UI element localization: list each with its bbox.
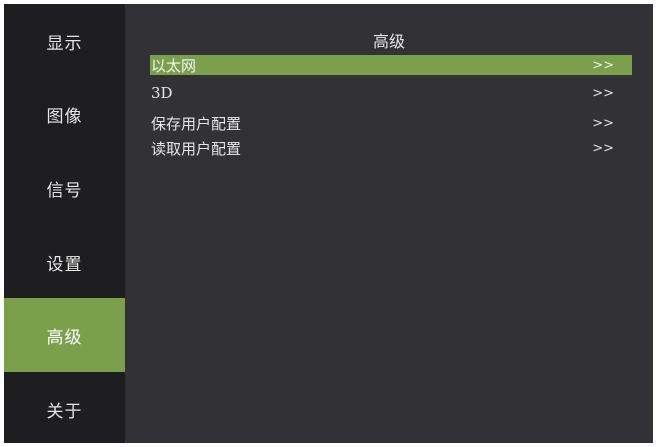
sidebar-item-label: 高级 — [46, 327, 83, 348]
osd-menu-window: 显示 图像 信号 设置 高级 关于 高级 以太网 >> 3D >> 保存用户配置… — [4, 4, 653, 443]
advanced-panel: 高级 以太网 >> 3D >> 保存用户配置 >> 读取用户配置 >> — [125, 4, 653, 443]
chevron-right-icon: >> — [592, 85, 614, 101]
menu-item-ethernet[interactable]: 以太网 >> — [150, 55, 632, 75]
menu-item-save-user-config[interactable]: 保存用户配置 >> — [150, 113, 632, 133]
menu-item-label: 读取用户配置 — [151, 139, 242, 158]
sidebar-item-image[interactable]: 图像 — [4, 77, 125, 151]
sidebar-item-signal[interactable]: 信号 — [4, 151, 125, 225]
sidebar-item-about[interactable]: 关于 — [4, 372, 125, 443]
sidebar-item-settings[interactable]: 设置 — [4, 225, 125, 299]
chevron-right-icon: >> — [592, 115, 614, 131]
sidebar-item-label: 关于 — [46, 401, 83, 422]
sidebar-item-display[interactable]: 显示 — [4, 4, 125, 78]
chevron-right-icon: >> — [592, 140, 614, 156]
menu-item-load-user-config[interactable]: 读取用户配置 >> — [150, 138, 632, 158]
sidebar-item-label: 显示 — [46, 33, 83, 54]
menu-item-label: 以太网 — [151, 56, 197, 75]
menu-item-label: 3D — [151, 84, 173, 102]
menu-item-3d[interactable]: 3D >> — [150, 83, 632, 103]
sidebar: 显示 图像 信号 设置 高级 关于 — [4, 4, 125, 443]
panel-title: 高级 — [372, 32, 405, 51]
menu-item-label: 保存用户配置 — [151, 114, 242, 133]
sidebar-item-label: 图像 — [46, 106, 83, 127]
sidebar-item-label: 信号 — [46, 180, 83, 201]
sidebar-item-label: 设置 — [46, 254, 83, 275]
sidebar-item-advanced[interactable]: 高级 — [4, 298, 125, 372]
chevron-right-icon: >> — [592, 57, 614, 73]
